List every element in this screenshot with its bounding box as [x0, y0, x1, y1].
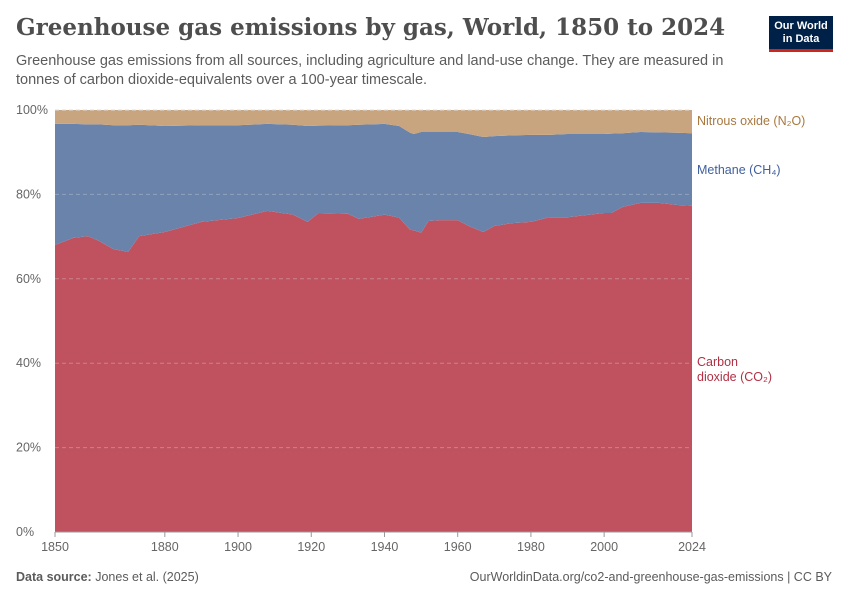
logo-line2: in Data: [782, 33, 820, 45]
chart-subtitle: Greenhouse gas emissions from all source…: [16, 53, 724, 88]
x-tick-label: 1900: [224, 540, 252, 554]
y-tick-label: 20%: [16, 441, 41, 455]
y-tick-label: 40%: [16, 356, 41, 370]
x-tick-label: 2024: [678, 540, 706, 554]
chart-title: Greenhouse gas emissions by gas, World, …: [16, 14, 726, 41]
area-nitrous: [55, 110, 692, 138]
x-tick-label: 1980: [517, 540, 545, 554]
data-source: Data source: Jones et al. (2025): [16, 570, 199, 584]
y-tick-label: 0%: [16, 525, 34, 539]
y-tick-label: 80%: [16, 187, 41, 201]
footer-url[interactable]: OurWorldinData.org/co2-and-greenhouse-ga…: [469, 570, 832, 584]
area-carbon: [55, 202, 692, 532]
x-tick-label: 2000: [590, 540, 618, 554]
x-tick-label: 1880: [151, 540, 179, 554]
x-tick-label: 1960: [444, 540, 472, 554]
logo-line1: Our World: [774, 20, 828, 32]
x-tick-label: 1850: [41, 540, 69, 554]
y-tick-label: 100%: [16, 103, 48, 117]
source-value: Jones et al. (2025): [95, 570, 199, 584]
x-tick-label: 1920: [297, 540, 325, 554]
area-methane: [55, 123, 692, 252]
owid-logo[interactable]: Our World in Data: [769, 16, 833, 52]
x-tick-label: 1940: [371, 540, 399, 554]
label-methane: Methane (CH₄): [697, 163, 781, 177]
source-label: Data source:: [16, 570, 92, 584]
y-tick-label: 60%: [16, 272, 41, 286]
label-carbon-dioxide: Carbon dioxide (CO₂): [697, 355, 773, 384]
label-nitrous-oxide: Nitrous oxide (N₂O): [697, 114, 806, 128]
